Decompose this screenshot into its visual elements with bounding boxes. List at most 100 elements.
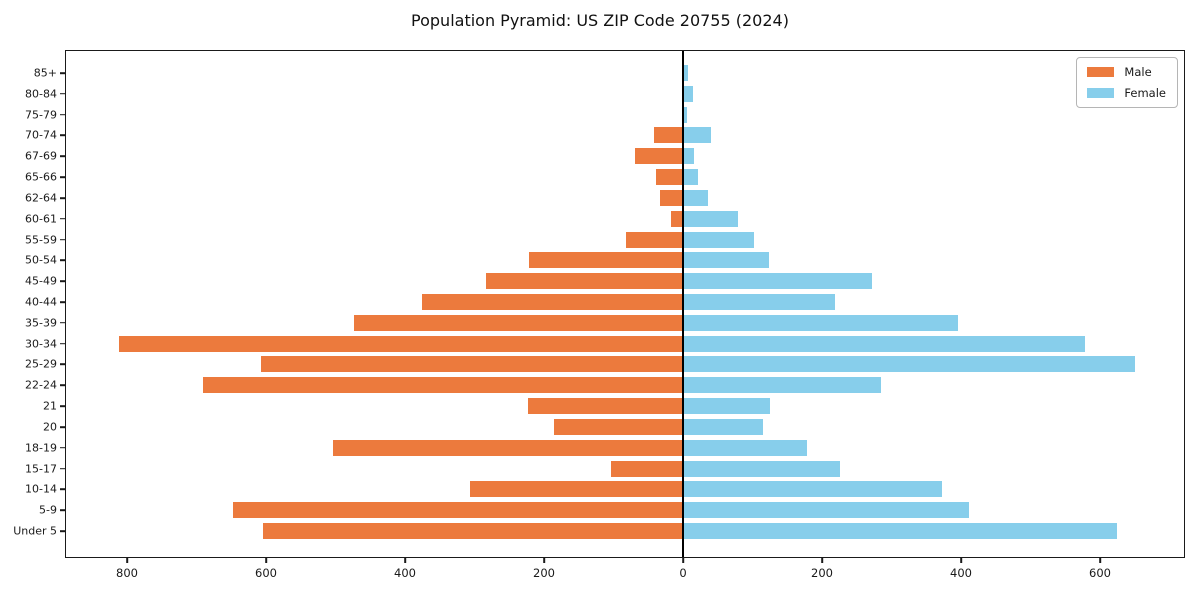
bar-female-60-61 — [683, 210, 738, 227]
x-tick-mark — [404, 558, 406, 563]
x-axis-tick-label: 600 — [255, 566, 277, 580]
x-tick-mark — [682, 558, 684, 563]
y-tick-mark — [60, 384, 65, 387]
bar-male-40-44 — [422, 294, 683, 311]
bar-female-18-19 — [683, 439, 807, 456]
y-axis-label-62-64: 62-64 — [25, 191, 57, 205]
y-tick-mark — [60, 301, 65, 303]
x-axis-tick-label: 200 — [811, 566, 833, 580]
legend-item-male: Male — [1087, 65, 1166, 79]
bar-male-35-39 — [353, 314, 683, 331]
bar-female-50-54 — [683, 252, 770, 269]
y-axis-label-55-59: 55-59 — [25, 233, 57, 247]
y-axis-label-Under 5: Under 5 — [13, 524, 57, 538]
legend-male-label: Male — [1124, 65, 1152, 79]
y-tick-mark — [60, 280, 65, 282]
bar-male-60-61 — [671, 210, 683, 227]
y-tick-mark — [60, 488, 65, 491]
bar-female-20 — [683, 418, 763, 435]
x-tick-mark — [821, 558, 823, 563]
bar-male-Under 5 — [262, 523, 683, 540]
y-axis-label-70-74: 70-74 — [25, 128, 57, 142]
bar-female-15-17 — [683, 460, 841, 477]
y-tick-mark — [60, 217, 65, 220]
y-tick-mark — [60, 134, 65, 137]
x-axis-tick-label: 200 — [533, 566, 555, 580]
y-tick-mark — [60, 238, 65, 241]
y-axis-label-5-9: 5-9 — [39, 503, 57, 517]
bar-male-30-34 — [118, 335, 683, 352]
y-tick-mark — [60, 176, 65, 178]
bar-male-65-66 — [655, 169, 683, 186]
y-tick-mark — [60, 113, 65, 116]
y-axis-label-60-61: 60-61 — [25, 212, 57, 226]
x-tick-mark — [1099, 558, 1101, 563]
x-tick-mark — [265, 558, 267, 563]
bar-male-15-17 — [611, 460, 683, 477]
y-tick-mark — [60, 426, 65, 428]
bar-female-67-69 — [683, 148, 695, 165]
y-axis-label-75-79: 75-79 — [25, 108, 57, 122]
bar-male-70-74 — [653, 127, 683, 144]
bar-female-Under 5 — [683, 523, 1117, 540]
bar-female-70-74 — [683, 127, 711, 144]
y-axis-label-18-19: 18-19 — [25, 441, 57, 455]
y-tick-mark — [60, 72, 65, 74]
bar-female-5-9 — [683, 502, 969, 519]
bar-female-62-64 — [683, 189, 709, 206]
legend-female-label: Female — [1124, 86, 1166, 100]
bar-female-55-59 — [683, 231, 754, 248]
y-tick-mark — [60, 467, 65, 470]
bar-male-55-59 — [626, 231, 683, 248]
bar-female-25-29 — [683, 356, 1135, 373]
bar-male-50-54 — [529, 252, 683, 269]
bar-male-20 — [554, 418, 683, 435]
bar-male-5-9 — [232, 502, 683, 519]
y-axis-label-67-69: 67-69 — [25, 149, 57, 163]
bar-male-10-14 — [470, 481, 683, 498]
x-axis-tick-label: 400 — [950, 566, 972, 580]
female-swatch-icon — [1087, 88, 1115, 98]
y-tick-mark — [60, 259, 65, 262]
x-axis-tick-label: 400 — [394, 566, 416, 580]
x-axis-tick-label: 0 — [679, 566, 687, 580]
y-axis-label-65-66: 65-66 — [25, 170, 57, 184]
bar-female-75-79 — [683, 106, 688, 123]
bar-female-22-24 — [683, 377, 882, 394]
legend-item-female: Female — [1087, 86, 1166, 100]
chart-title: Population Pyramid: US ZIP Code 20755 (2… — [411, 11, 789, 30]
x-axis-tick-label: 600 — [1089, 566, 1111, 580]
legend: Male Female — [1076, 57, 1178, 108]
y-tick-mark — [60, 405, 65, 407]
bar-female-40-44 — [683, 294, 836, 311]
y-axis-label-40-44: 40-44 — [25, 295, 57, 309]
x-axis-tick-label: 800 — [116, 566, 138, 580]
bar-female-85+ — [683, 65, 688, 81]
bar-male-45-49 — [486, 273, 683, 290]
y-axis-label-50-54: 50-54 — [25, 253, 57, 267]
bar-male-25-29 — [261, 356, 683, 373]
bar-male-62-64 — [660, 189, 683, 206]
bar-female-65-66 — [683, 169, 699, 186]
y-axis-label-45-49: 45-49 — [25, 274, 57, 288]
y-axis-label-80-84: 80-84 — [25, 87, 57, 101]
y-tick-mark — [60, 322, 65, 324]
bar-female-45-49 — [683, 273, 873, 290]
bar-male-21 — [528, 398, 683, 415]
zero-axis-line — [682, 51, 684, 557]
bar-male-18-19 — [333, 439, 683, 456]
x-tick-mark — [543, 558, 545, 563]
male-swatch-icon — [1087, 67, 1115, 77]
y-tick-mark — [60, 197, 65, 199]
bar-female-21 — [683, 398, 770, 415]
y-axis-label-10-14: 10-14 — [25, 482, 57, 496]
y-axis-label-15-17: 15-17 — [25, 462, 57, 476]
y-tick-mark — [60, 155, 65, 158]
y-axis-label-22-24: 22-24 — [25, 378, 57, 392]
y-axis-label-35-39: 35-39 — [25, 316, 57, 330]
bar-female-10-14 — [683, 481, 943, 498]
bar-male-22-24 — [203, 377, 683, 394]
y-axis-label-25-29: 25-29 — [25, 357, 57, 371]
bar-male-67-69 — [635, 148, 683, 165]
